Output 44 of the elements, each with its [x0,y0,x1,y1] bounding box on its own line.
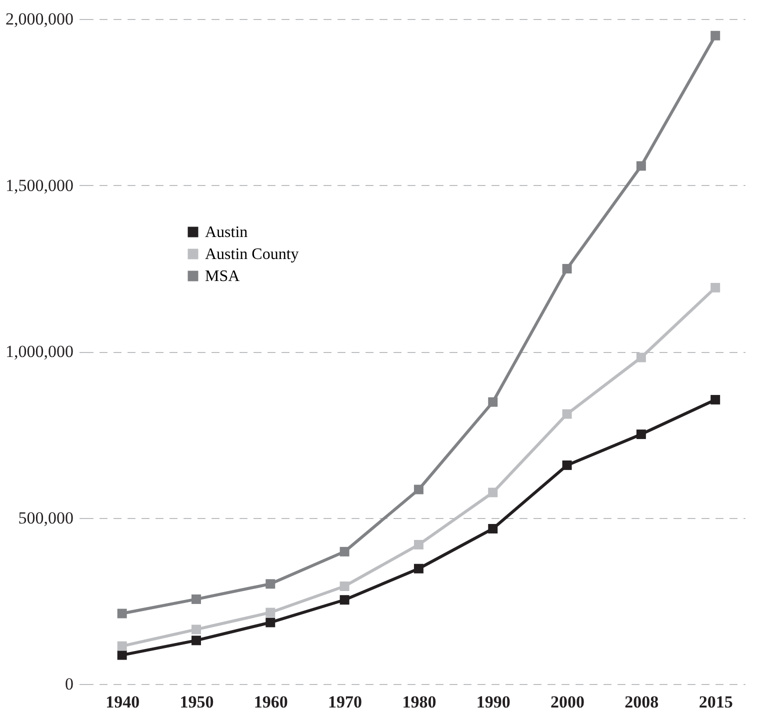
y-tick-label: 500,000 [18,508,74,528]
x-tick-label: 2015 [698,692,733,712]
legend-label: Austin [205,224,248,241]
point [191,636,201,646]
point [266,579,276,589]
y-tick-label: 0 [65,674,74,694]
point [636,430,646,440]
point [414,564,424,574]
y-tick-label: 1,000,000 [6,342,74,361]
point [710,30,720,40]
point [562,460,572,470]
point [636,352,646,362]
point [117,650,127,660]
x-tick-label: 1960 [254,692,288,712]
point [266,608,276,618]
x-tick-label: 1990 [476,692,510,712]
x-tick-label: 1950 [180,692,214,712]
point [488,488,498,498]
y-tick-label: 1,500,000 [6,176,74,195]
y-tick-label: 2,000,000 [6,10,74,28]
point [117,608,127,618]
x-tick-label: 2008 [624,692,659,712]
point [414,484,424,494]
point [710,282,720,292]
x-tick-label: 1970 [328,692,362,712]
point [562,409,572,419]
point [414,540,424,550]
x-tick-label: 1940 [106,692,140,712]
point [191,594,201,604]
point [340,546,350,556]
point [710,394,720,404]
x-tick-label: 2000 [550,692,585,712]
point [636,161,646,171]
point [340,582,350,591]
point [266,618,276,628]
legend-label: MSA [205,268,240,285]
point [340,595,350,605]
point [488,397,498,407]
point [191,624,201,634]
point [562,264,572,274]
point [117,641,127,651]
x-tick-label: 1980 [402,692,436,712]
legend-label: Austin County [205,246,299,263]
point [488,524,498,534]
